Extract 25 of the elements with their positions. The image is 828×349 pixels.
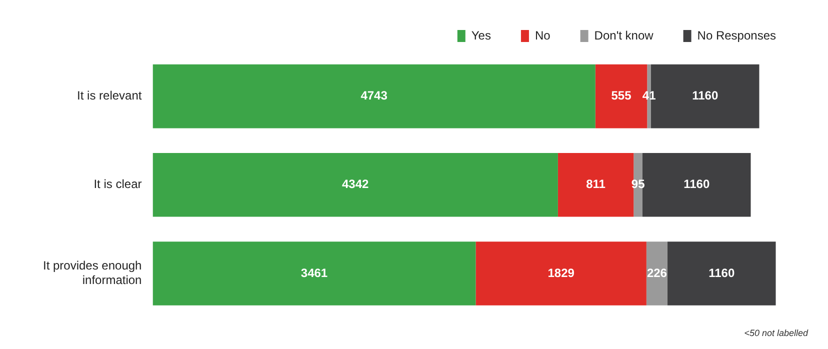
bar — [476, 242, 646, 306]
data-label: 1160 — [684, 177, 710, 192]
text: <50 not labelled — [744, 328, 808, 338]
data-label: 4342 — [342, 177, 370, 192]
data-label: 1829 — [548, 266, 575, 280]
bar — [152, 64, 596, 128]
legend-label: Don't know — [594, 28, 654, 42]
y-tick-label: It provides enough information — [42, 258, 142, 288]
data-label: 226 — [646, 266, 668, 280]
legend-label: No — [534, 28, 551, 42]
legend-label: No Responses — [697, 28, 776, 42]
data-label: 41 — [642, 88, 656, 103]
data-label: 811 — [586, 177, 606, 192]
data-label: 1160 — [708, 266, 735, 280]
bar — [646, 242, 668, 306]
bar — [152, 242, 476, 306]
legend-label: Yes — [471, 28, 491, 42]
data-label: 4743 — [360, 88, 388, 103]
y-tick-label: It is clear — [94, 177, 142, 192]
data-label: 555 — [611, 88, 632, 103]
bar — [668, 242, 776, 306]
y-tick-label: It is relevant — [77, 88, 142, 103]
data-label: 3461 — [300, 266, 328, 280]
data-label: 1160 — [692, 88, 718, 103]
bar — [152, 153, 558, 217]
